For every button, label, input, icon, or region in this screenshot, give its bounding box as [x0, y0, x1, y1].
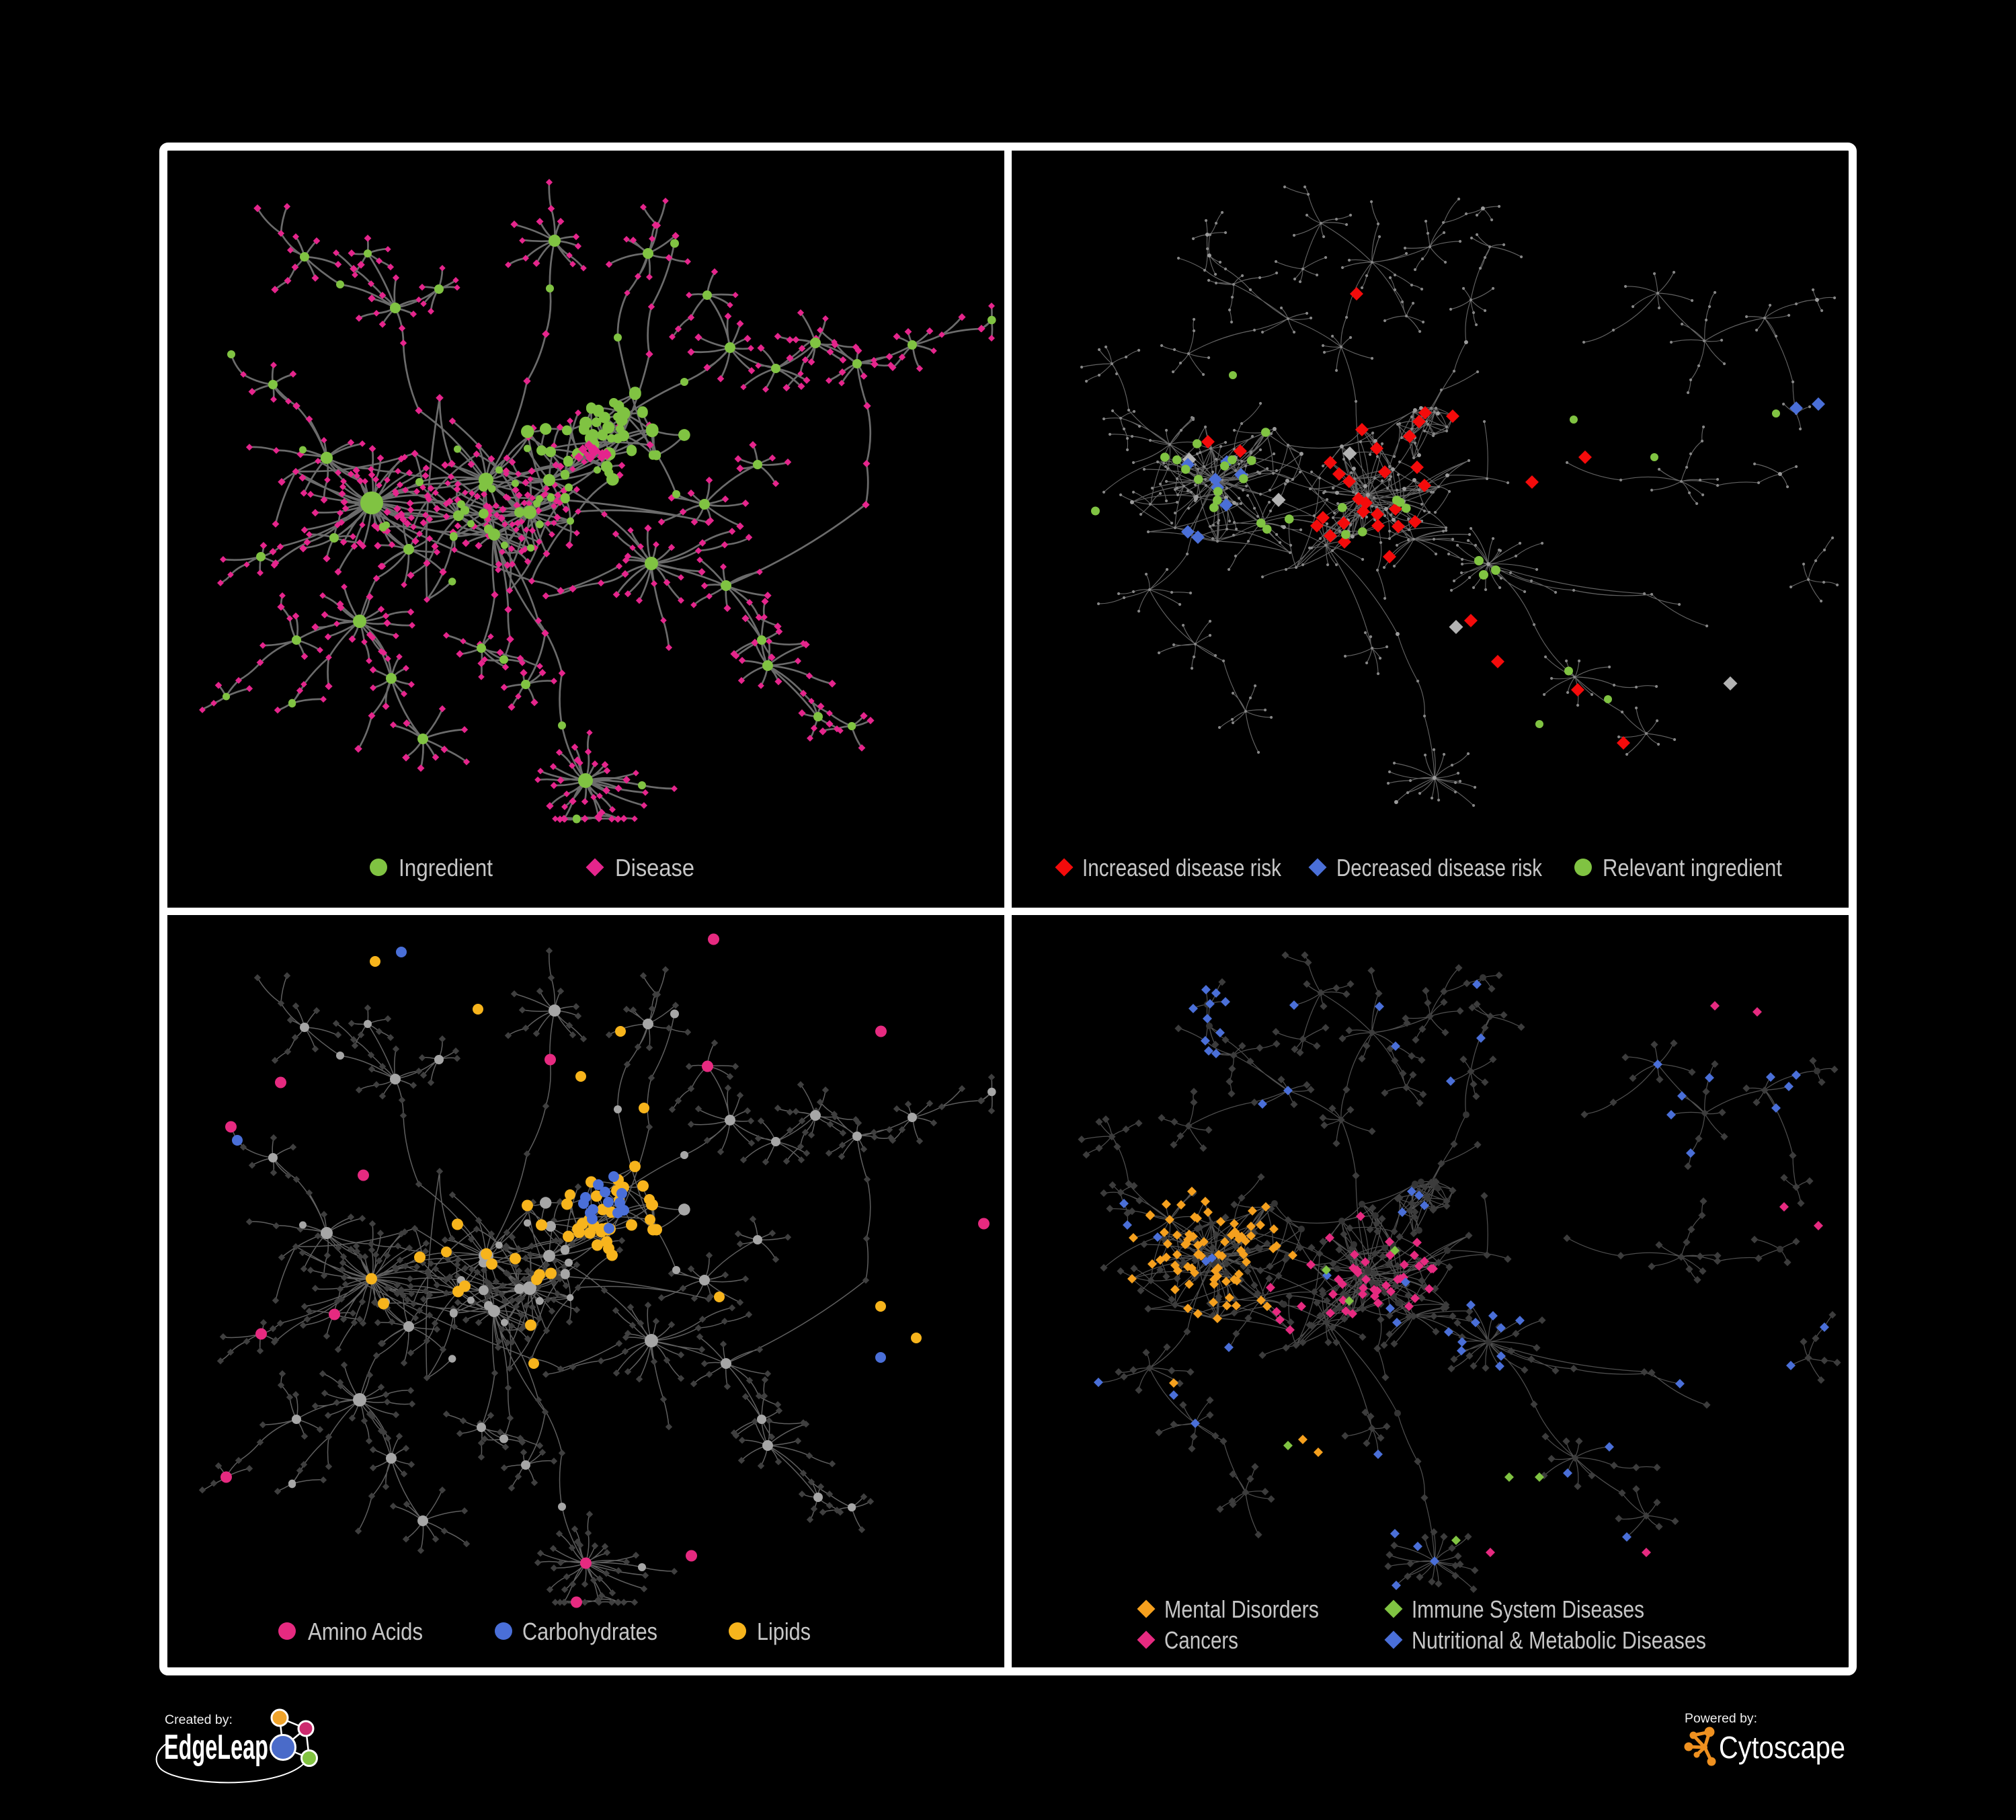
svg-text:Lipids: Lipids: [757, 1618, 811, 1645]
svg-text:EdgeLeap: EdgeLeap: [164, 1728, 268, 1767]
svg-text:Mental Disorders: Mental Disorders: [1164, 1595, 1319, 1623]
svg-text:Amino Acids: Amino Acids: [308, 1618, 423, 1645]
svg-text:Cytoscape: Cytoscape: [1719, 1730, 1845, 1765]
svg-text:Carbohydrates: Carbohydrates: [522, 1618, 657, 1645]
svg-text:Immune System Diseases: Immune System Diseases: [1412, 1595, 1644, 1623]
svg-text:Nutritional & Metabolic Diseas: Nutritional & Metabolic Diseases: [1412, 1626, 1706, 1654]
svg-text:Ingredient: Ingredient: [399, 854, 493, 881]
svg-text:Created by:: Created by:: [165, 1713, 233, 1727]
svg-text:Cancers: Cancers: [1164, 1626, 1238, 1654]
svg-text:Increased disease risk: Increased disease risk: [1082, 854, 1282, 881]
svg-text:Decreased disease risk: Decreased disease risk: [1336, 854, 1543, 881]
svg-text:Relevant ingredient: Relevant ingredient: [1603, 854, 1782, 881]
svg-text:Powered by:: Powered by:: [1685, 1712, 1757, 1726]
svg-text:Disease: Disease: [615, 854, 694, 881]
